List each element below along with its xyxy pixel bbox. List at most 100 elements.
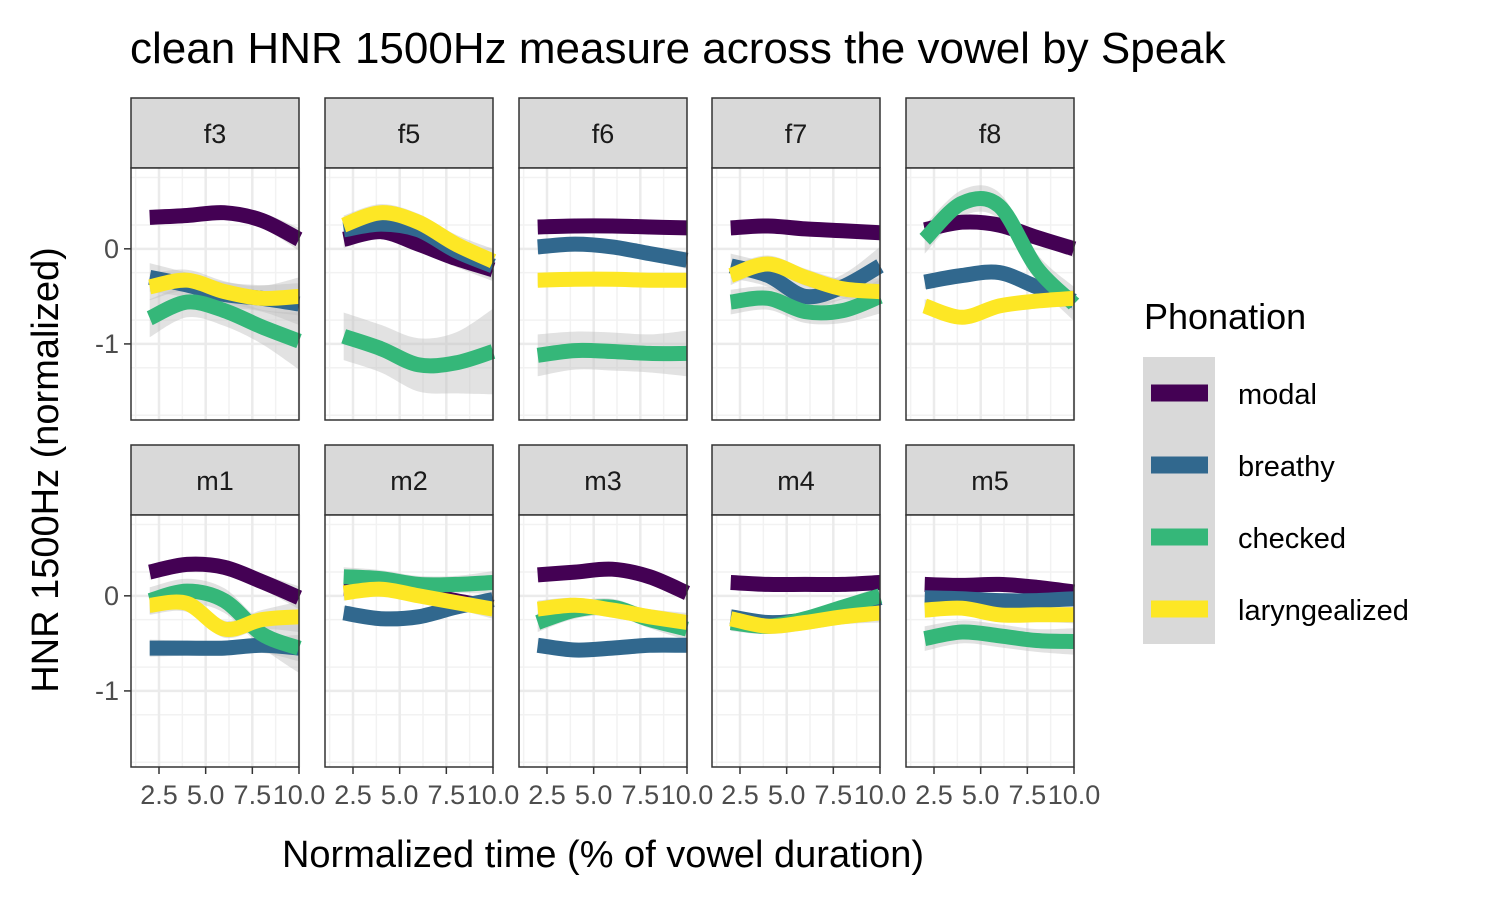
x-tick-label: 2.5 [140, 780, 178, 810]
panel-border [711, 514, 881, 768]
panel-border [518, 167, 688, 421]
series-line-checked [536, 342, 688, 363]
facet-panel-m1: m1 0 -1 2.5 5.0 7.5 10.0 [95, 444, 326, 810]
facet-strip [711, 444, 881, 516]
panel-border [711, 167, 881, 421]
x-tick-label: 7.5 [815, 780, 853, 810]
x-tick-label: 5.0 [187, 780, 225, 810]
x-tick-label: 10.0 [1048, 780, 1101, 810]
panel-border [518, 514, 688, 768]
series-line-laryngealized [341, 205, 497, 269]
facet-strip-label: m4 [777, 466, 815, 496]
x-tick-label: 2.5 [528, 780, 566, 810]
x-tick-label: 7.5 [428, 780, 466, 810]
facet-panel-f5: f5 [324, 97, 497, 421]
series-line-modal [537, 218, 688, 236]
x-tick-label: 10.0 [273, 780, 326, 810]
legend: Phonation modal breathy checked laryngealiz… [1143, 296, 1409, 644]
facet-strip-label: f5 [398, 119, 421, 149]
x-tick-label: 2.5 [721, 780, 759, 810]
series-line-laryngealized [924, 600, 1074, 623]
series-line-breathy [537, 236, 689, 268]
facet-panel-m2: m2 2.5 5.0 7.5 10.0 [324, 444, 520, 810]
x-tick-label: 7.5 [622, 780, 660, 810]
facet-panel-f6: f6 [518, 97, 689, 421]
series-line-breathy [536, 637, 688, 658]
x-tick-label: 5.0 [381, 780, 419, 810]
series-line-laryngealized [729, 605, 881, 634]
y-tick-label: 0 [104, 234, 119, 264]
facet-panel-m3: m3 2.5 5.0 7.5 10.0 [518, 444, 714, 810]
y-tick-label: 0 [104, 581, 119, 611]
series-line-checked [146, 294, 302, 349]
legend-title: Phonation [1144, 296, 1306, 337]
confidence-ribbon-checked [343, 308, 493, 395]
facet-strip-label: m2 [390, 466, 428, 496]
series-line-modal [730, 218, 881, 241]
x-axis-title: Normalized time (% of vowel duration) [282, 834, 924, 876]
facet-strip [324, 444, 494, 516]
panel-border [905, 167, 1075, 421]
panel-border [324, 514, 494, 768]
legend-label-checked: checked [1238, 523, 1346, 555]
series-line-checked [729, 289, 883, 321]
series-line-laryngealized [342, 581, 495, 617]
x-tick-label: 5.0 [768, 780, 806, 810]
panel-border [130, 167, 300, 421]
facet-strip-label: f7 [785, 119, 808, 149]
facet-panel-f8: f8 [905, 97, 1080, 421]
series-line-modal [924, 576, 1075, 600]
panel-border [905, 514, 1075, 768]
series-line-checked [919, 191, 1080, 310]
series-line-modal [730, 575, 881, 593]
facet-strip-label: f3 [204, 119, 227, 149]
facet-panel-m4: m4 2.5 5.0 7.5 10.0 [711, 444, 907, 810]
series-line-checked [147, 583, 302, 656]
facet-panel-f7: f7 [711, 97, 884, 421]
facet-strip-label: f8 [979, 119, 1002, 149]
facet-strip [905, 97, 1075, 169]
plot-background [519, 168, 687, 420]
facet-strip-label: f6 [592, 119, 615, 149]
facet-strip [130, 97, 300, 169]
x-tick-label: 7.5 [1009, 780, 1047, 810]
facet-strip-label: m1 [196, 466, 234, 496]
legend-label-breathy: breathy [1238, 451, 1335, 483]
series-line-modal [149, 205, 303, 247]
legend-key-background [1143, 357, 1215, 644]
facet-panel-m5: m5 2.5 5.0 7.5 10.0 [905, 444, 1101, 810]
x-tick-label: 10.0 [467, 780, 520, 810]
x-tick-label: 10.0 [661, 780, 714, 810]
facet-strip [711, 97, 881, 169]
series-line-laryngealized [537, 271, 688, 288]
facet-strip-label: m3 [584, 466, 622, 496]
series-line-laryngealized [922, 290, 1075, 325]
panel-border [130, 514, 300, 768]
x-tick-label: 5.0 [575, 780, 613, 810]
legend-label-modal: modal [1238, 379, 1317, 411]
facet-strip [905, 444, 1075, 516]
series-line-checked [341, 329, 496, 374]
series-line-modal [537, 561, 691, 600]
chart-title: clean HNR 1500Hz measure across the vowe… [130, 24, 1227, 73]
series-line-laryngealized [728, 256, 881, 300]
y-tick-label: -1 [95, 329, 119, 359]
legend-label-laryngealized: laryngealized [1238, 595, 1409, 627]
y-axis-title: HNR 1500Hz (normalized) [25, 247, 67, 693]
x-tick-label: 7.5 [234, 780, 272, 810]
x-tick-label: 10.0 [854, 780, 907, 810]
series-line-laryngealized [148, 272, 300, 306]
facet-strip [518, 97, 688, 169]
x-tick-label: 2.5 [915, 780, 953, 810]
series-line-laryngealized [536, 597, 689, 630]
plot-background [712, 515, 880, 767]
series-line-checked [343, 569, 494, 593]
y-tick-label: -1 [95, 676, 119, 706]
series-line-breathy [924, 590, 1075, 609]
facet-strip-label: m5 [971, 466, 1009, 496]
x-tick-label: 5.0 [962, 780, 1000, 810]
facet-panel-f3: f3 0 -1 [95, 97, 303, 421]
facet-strip [130, 444, 300, 516]
